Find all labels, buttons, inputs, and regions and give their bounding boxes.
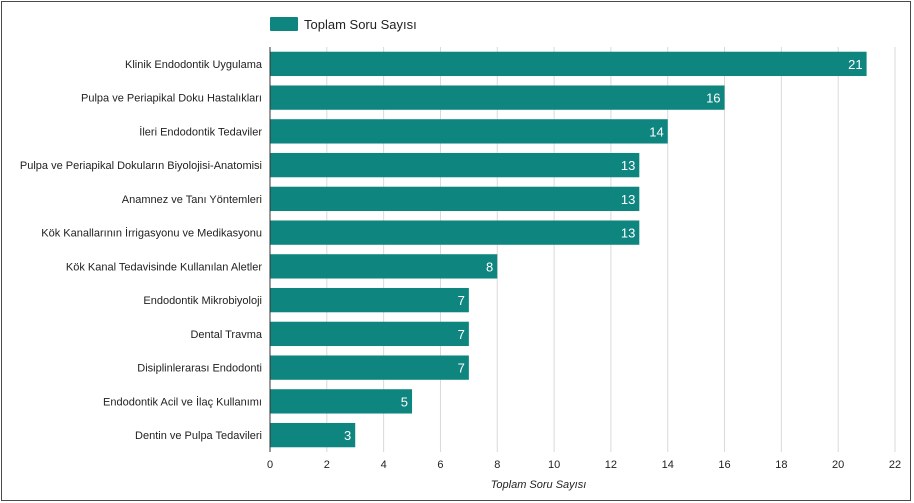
category-label: Pulpa ve Periapikal Doku Hastalıkları bbox=[81, 93, 262, 105]
bar bbox=[270, 119, 668, 144]
data-label: 16 bbox=[706, 91, 720, 106]
gridlines bbox=[326, 47, 896, 452]
bars: 21 16 14 13 13 13 8 7 7 7 5 3 bbox=[270, 51, 867, 448]
x-tick-label: 22 bbox=[889, 459, 901, 471]
category-label: Disiplinlerarası Endodonti bbox=[137, 363, 262, 375]
legend-swatch bbox=[270, 17, 298, 31]
legend: Toplam Soru Sayısı bbox=[270, 17, 417, 32]
data-label: 5 bbox=[401, 394, 408, 409]
bar bbox=[270, 389, 413, 414]
category-label: Dentin ve Pulpa Tedavileri bbox=[135, 430, 262, 442]
data-label: 8 bbox=[486, 259, 493, 274]
x-tick-label: 18 bbox=[775, 459, 787, 471]
bar bbox=[270, 152, 640, 178]
category-label: Dental Travma bbox=[190, 329, 262, 341]
x-tick-label: 20 bbox=[832, 459, 844, 471]
category-label: Kök Kanallarının İrrigasyonu ve Medikasy… bbox=[41, 227, 262, 240]
category-label: Kök Kanal Tedavisinde Kullanılan Aletler bbox=[66, 261, 262, 273]
data-label: 13 bbox=[621, 192, 635, 207]
category-label: Klinik Endodontik Uygulama bbox=[125, 59, 263, 71]
x-tick-label: 0 bbox=[267, 459, 273, 471]
x-tick-label: 12 bbox=[605, 459, 617, 471]
data-label: 7 bbox=[458, 293, 465, 308]
x-tick-label: 16 bbox=[718, 459, 730, 471]
data-label: 7 bbox=[458, 361, 465, 376]
category-label: İleri Endodontik Tedaviler bbox=[139, 125, 262, 138]
category-labels: Klinik Endodontik Uygulama Pulpa ve Peria… bbox=[20, 59, 263, 442]
x-tick-labels: 0 2 4 6 8 10 12 14 16 18 20 22 bbox=[267, 459, 901, 471]
bar bbox=[270, 51, 867, 77]
x-tick-label: 10 bbox=[548, 459, 560, 471]
data-label: 13 bbox=[621, 158, 635, 173]
bar bbox=[270, 254, 498, 279]
x-tick-label: 2 bbox=[324, 459, 330, 471]
bar bbox=[270, 186, 640, 212]
bar bbox=[270, 85, 725, 110]
x-tick-label: 8 bbox=[494, 459, 500, 471]
x-axis-title: Toplam Soru Sayısı bbox=[491, 479, 587, 491]
data-label: 21 bbox=[848, 57, 862, 72]
data-label: 3 bbox=[344, 428, 351, 443]
x-tick-label: 14 bbox=[662, 459, 674, 471]
data-label: 13 bbox=[621, 226, 635, 241]
data-label: 7 bbox=[458, 327, 465, 342]
legend-label: Toplam Soru Sayısı bbox=[304, 17, 417, 32]
data-label: 14 bbox=[649, 124, 663, 139]
category-label: Anamnez ve Tanı Yöntemleri bbox=[122, 194, 262, 206]
x-tick-label: 6 bbox=[437, 459, 443, 471]
bar bbox=[270, 287, 469, 313]
x-tick-label: 4 bbox=[381, 459, 387, 471]
bar bbox=[270, 321, 469, 347]
bar bbox=[270, 355, 469, 380]
category-label: Endodontik Mikrobiyoloji bbox=[143, 295, 262, 307]
category-label: Pulpa ve Periapikal Dokuların Biyolojisi… bbox=[20, 160, 262, 172]
bar bbox=[270, 220, 640, 245]
category-label: Endodontik Acil ve İlaç Kullanımı bbox=[103, 395, 262, 408]
bar bbox=[270, 422, 356, 448]
